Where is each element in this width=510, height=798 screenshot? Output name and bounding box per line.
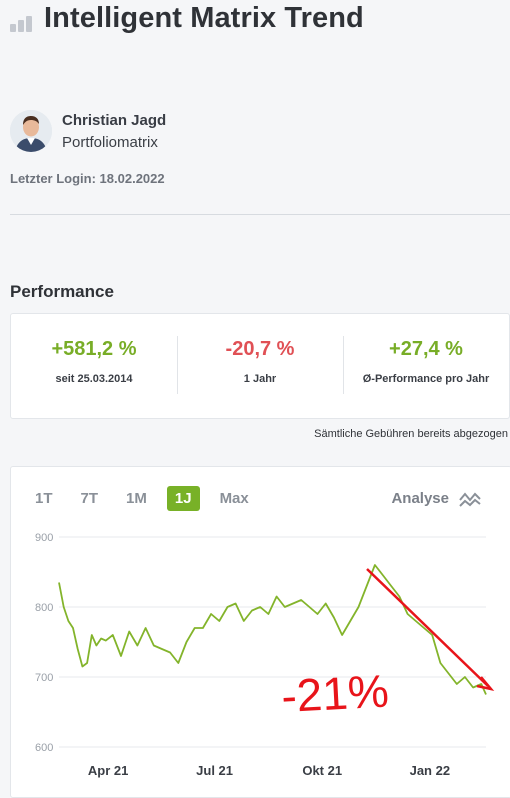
x-tick-label: Apr 21 bbox=[88, 763, 128, 778]
bar-chart-icon bbox=[10, 6, 34, 32]
range-tabs: 1T 7T 1M 1J Max bbox=[27, 486, 269, 511]
fee-note: Sämtliche Gebühren bereits abgezogen bbox=[314, 428, 508, 440]
divider bbox=[10, 214, 510, 215]
trend-arrow bbox=[366, 568, 489, 687]
y-tick-label: 800 bbox=[35, 602, 53, 614]
kpi-label: 1 Jahr bbox=[243, 373, 277, 385]
kpi-value: +27,4 % bbox=[389, 338, 463, 360]
y-axis: 600 700 800 900 bbox=[35, 532, 53, 754]
trend-arrow-head bbox=[476, 676, 495, 691]
y-tick-label: 600 bbox=[35, 742, 53, 754]
x-axis: Apr 21 Jul 21 Okt 21 Jan 22 bbox=[88, 763, 450, 778]
kpi-label: seit 25.03.2014 bbox=[55, 373, 133, 385]
avatar[interactable] bbox=[10, 110, 52, 152]
performance-card: +581,2 % seit 25.03.2014 -20,7 % 1 Jahr … bbox=[10, 313, 510, 419]
kpi-value: +581,2 % bbox=[51, 338, 137, 360]
kpi-avg-per-year: +27,4 % Ø-Performance pro Jahr bbox=[343, 336, 509, 394]
x-tick-label: Jul 21 bbox=[196, 763, 233, 778]
tab-1j[interactable]: 1J bbox=[166, 486, 200, 511]
y-tick-label: 700 bbox=[35, 672, 53, 684]
kpi-total: +581,2 % seit 25.03.2014 bbox=[11, 338, 177, 394]
chart-card: 1T 7T 1M 1J Max Analyse 600 700 800 900 Apr… bbox=[10, 466, 510, 798]
series-line bbox=[58, 564, 487, 695]
page-header: Intelligent Matrix Trend bbox=[10, 2, 364, 35]
page-title: Intelligent Matrix Trend bbox=[44, 2, 364, 34]
tab-1m[interactable]: 1M bbox=[126, 490, 147, 507]
kpi-label: Ø-Performance pro Jahr bbox=[362, 373, 490, 385]
profile-name: Christian Jagd bbox=[62, 111, 167, 129]
line-chart: 600 700 800 900 Apr 21 Jul 21 Okt 21 Jan 22 -2… bbox=[35, 532, 495, 778]
chart-grid bbox=[59, 536, 486, 748]
performance-heading: Performance bbox=[10, 282, 114, 301]
annotation: -21% bbox=[280, 568, 495, 723]
kpi-1-year: -20,7 % 1 Jahr bbox=[177, 336, 343, 394]
tab-max[interactable]: Max bbox=[219, 490, 249, 507]
profile: Christian Jagd Portfoliomatrix bbox=[10, 110, 166, 152]
analyse-label: Analyse bbox=[391, 490, 449, 507]
tab-1t[interactable]: 1T bbox=[35, 490, 53, 507]
tab-7t[interactable]: 7T bbox=[80, 490, 99, 507]
last-login: Letzter Login: 18.02.2022 bbox=[10, 171, 165, 186]
kpi-value: -20,7 % bbox=[225, 338, 295, 360]
analyse-button[interactable]: Analyse bbox=[391, 490, 481, 507]
annotation-text: -21% bbox=[280, 665, 390, 723]
x-tick-label: Jan 22 bbox=[410, 763, 450, 778]
trend-lines-icon bbox=[459, 491, 481, 507]
x-tick-label: Okt 21 bbox=[302, 763, 342, 778]
profile-role: Portfoliomatrix bbox=[62, 133, 158, 151]
y-tick-label: 900 bbox=[35, 532, 53, 544]
